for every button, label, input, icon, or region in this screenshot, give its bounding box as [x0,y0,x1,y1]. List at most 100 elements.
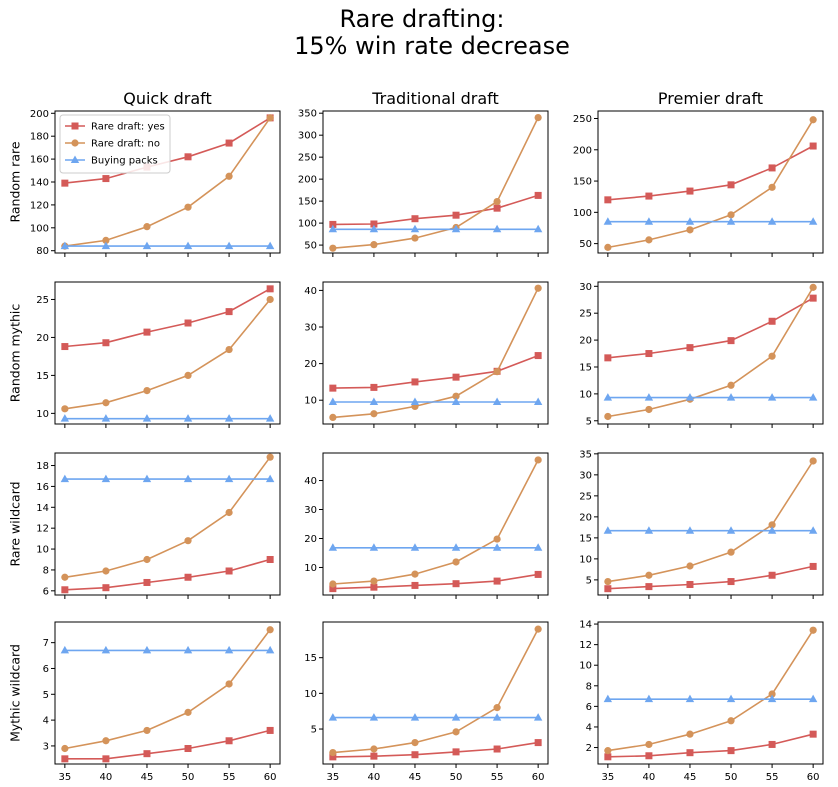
data-point-rare-draft-yes [768,164,776,172]
data-point-rare-draft-no [493,368,501,376]
data-point-rare-draft-yes [370,583,378,591]
data-point-rare-draft-yes [768,317,776,325]
y-tick-label: 100 [298,219,317,230]
panel-random-rare-traditional-draft: 50 100 150 200 250 300 350 [298,109,549,257]
y-tick-label: 300 [298,131,317,142]
series-line-rare-draft-no [607,460,814,583]
data-point-buying-packs [265,414,275,422]
data-point-rare-draft-no [604,747,612,755]
y-tick-label: 30 [304,323,317,334]
series-line-rare-draft-no [332,117,539,249]
y-tick-label: 40 [304,476,317,487]
data-point-rare-draft-yes [493,577,501,585]
y-tick-label: 250 [298,153,317,164]
legend-label-rare-draft-yes: Rare draft: yes [91,122,165,133]
data-point-buying-packs [142,474,152,483]
y-tick-label: 150 [298,197,317,208]
data-point-rare-draft-no [370,577,378,585]
axes-frame [54,621,281,765]
y-tick-label: 160 [30,155,49,166]
data-point-rare-draft-no [266,114,274,122]
data-point-buying-packs [767,694,777,703]
data-point-rare-draft-yes [329,220,337,228]
axes-frame [322,621,549,765]
y-tick-label: 350 [298,109,317,120]
y-tick-label: 35 [579,449,592,460]
y-tick-label: 20 [304,534,317,545]
data-point-buying-packs [644,526,654,534]
column-title-premier-draft: Premier draft [658,89,763,108]
y-tick-label: 200 [573,145,592,156]
panel-rare-wildcard-premier-draft: 5 10 15 20 25 30 35 [579,449,824,599]
row-title-mythic-wildcard: Mythic wildcard [8,644,23,742]
data-point-buying-packs [451,543,461,551]
data-point-rare-draft-yes [493,745,501,753]
data-point-rare-draft-yes [534,570,542,578]
data-point-buying-packs [492,713,502,721]
data-point-buying-packs [451,224,461,233]
data-point-rare-draft-no [604,243,612,251]
data-point-buying-packs [685,526,695,534]
data-point-rare-draft-yes [102,339,110,347]
y-tick-label: 8 [586,681,592,692]
data-point-rare-draft-no [225,680,233,688]
data-point-rare-draft-no [493,704,501,712]
x-tick-label: 35 [601,772,614,783]
series-line-rare-draft-no [64,456,271,579]
data-point-rare-draft-no [184,537,192,545]
y-tick-label: 10 [304,689,317,700]
data-point-rare-draft-no [370,410,378,418]
axes-frame [54,110,281,254]
data-point-rare-draft-no [768,183,776,191]
data-point-buying-packs [410,224,420,233]
data-point-rare-draft-yes [686,344,694,352]
axes-frame [597,452,824,596]
data-point-rare-draft-no [727,717,735,725]
series-line-rare-draft-no [332,459,539,585]
y-tick-label: 10 [579,661,592,672]
y-tick-label: 12 [579,640,592,651]
x-tick-label: 35 [58,772,71,783]
legend-marker [70,155,80,163]
series-line-rare-draft-yes [332,573,539,590]
data-point-buying-packs [328,397,338,406]
data-point-rare-draft-no [143,386,151,395]
data-point-buying-packs [451,713,461,721]
data-point-rare-draft-yes [645,350,653,358]
data-point-rare-draft-yes [534,191,542,199]
data-point-rare-draft-no [534,284,542,292]
data-point-rare-draft-yes [266,726,274,734]
data-point-buying-packs [183,241,193,250]
x-tick-label: 50 [182,772,195,783]
data-point-rare-draft-no [329,244,337,252]
x-tick-label: 60 [264,772,277,783]
data-point-rare-draft-no [686,562,694,570]
data-point-rare-draft-yes [809,294,817,302]
data-point-rare-draft-yes [143,578,151,586]
data-point-rare-draft-yes [768,571,776,579]
data-point-rare-draft-no [102,567,110,575]
subplot-grid: Quick draft Traditional draft Premier draf… [8,89,824,783]
data-point-buying-packs [685,217,695,225]
data-point-buying-packs [603,526,613,534]
data-point-rare-draft-no [143,555,151,564]
x-tick-label: 50 [450,772,463,783]
x-tick-label: 60 [532,772,545,783]
row-title-random-rare: Random rare [8,141,23,222]
y-tick-label: 10 [579,389,592,400]
data-point-buying-packs [685,393,695,401]
data-point-rare-draft-no [604,577,612,586]
data-point-buying-packs [224,241,234,250]
data-point-buying-packs [451,397,461,406]
data-point-rare-draft-no [452,558,460,566]
data-point-rare-draft-no [184,708,192,716]
column-title-traditional-draft: Traditional draft [371,89,499,108]
data-point-buying-packs [603,217,613,225]
series-line-rare-draft-no [332,628,539,754]
y-tick-label: 100 [573,208,592,219]
data-point-buying-packs [492,397,502,406]
data-point-rare-draft-yes [411,378,419,386]
y-tick-label: 200 [298,175,317,186]
data-point-rare-draft-no [645,740,653,749]
series-line-rare-draft-yes [607,565,814,590]
